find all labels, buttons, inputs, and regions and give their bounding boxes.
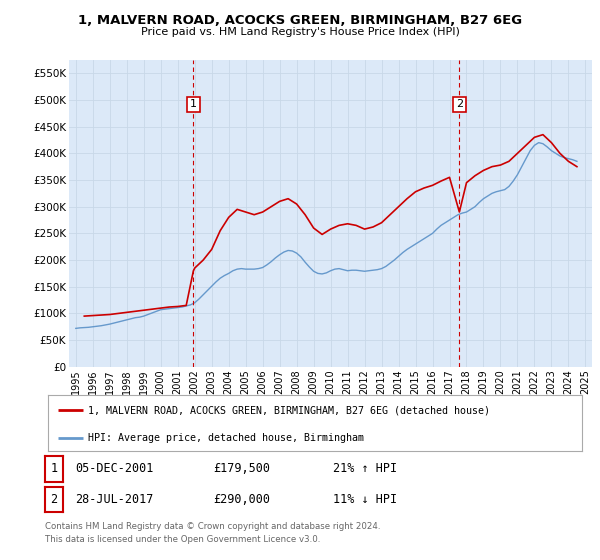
Text: 2: 2 (50, 493, 58, 506)
Text: HPI: Average price, detached house, Birmingham: HPI: Average price, detached house, Birm… (88, 433, 364, 444)
Text: 2: 2 (456, 100, 463, 109)
Text: 21% ↑ HPI: 21% ↑ HPI (333, 463, 397, 475)
Text: 05-DEC-2001: 05-DEC-2001 (75, 463, 154, 475)
Text: 1: 1 (190, 100, 197, 109)
Text: Price paid vs. HM Land Registry's House Price Index (HPI): Price paid vs. HM Land Registry's House … (140, 27, 460, 37)
Text: Contains HM Land Registry data © Crown copyright and database right 2024.: Contains HM Land Registry data © Crown c… (45, 522, 380, 531)
Text: This data is licensed under the Open Government Licence v3.0.: This data is licensed under the Open Gov… (45, 534, 320, 544)
Text: 1: 1 (50, 463, 58, 475)
Text: 28-JUL-2017: 28-JUL-2017 (75, 493, 154, 506)
Text: 11% ↓ HPI: 11% ↓ HPI (333, 493, 397, 506)
Text: 1, MALVERN ROAD, ACOCKS GREEN, BIRMINGHAM, B27 6EG (detached house): 1, MALVERN ROAD, ACOCKS GREEN, BIRMINGHA… (88, 405, 490, 416)
Text: £290,000: £290,000 (213, 493, 270, 506)
Text: 1, MALVERN ROAD, ACOCKS GREEN, BIRMINGHAM, B27 6EG: 1, MALVERN ROAD, ACOCKS GREEN, BIRMINGHA… (78, 14, 522, 27)
Text: £179,500: £179,500 (213, 463, 270, 475)
